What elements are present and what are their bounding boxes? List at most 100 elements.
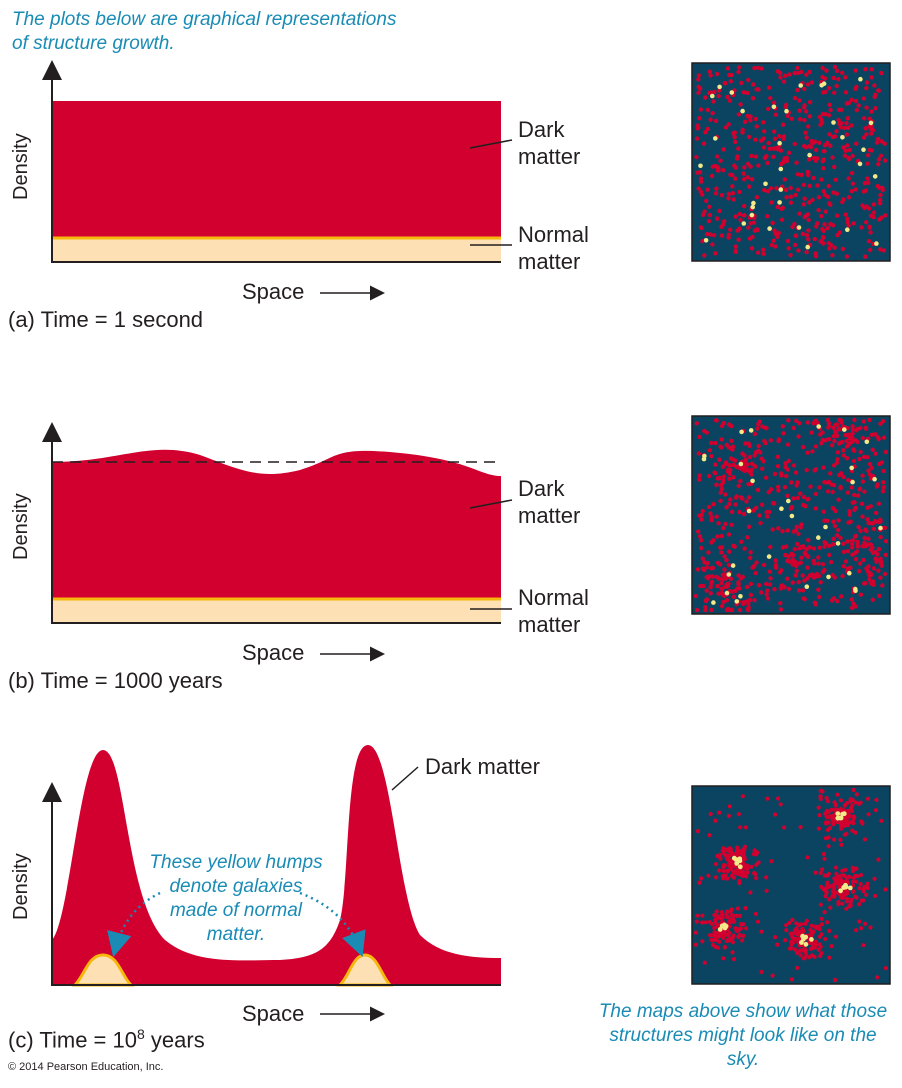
dark-matter-dot [754, 852, 759, 857]
dark-matter-dot [820, 227, 825, 232]
dark-matter-dot [876, 162, 881, 167]
dark-matter-dot [730, 589, 735, 594]
dark-matter-dot [693, 593, 699, 599]
dark-matter-dot [854, 866, 859, 871]
dark-matter-dot [694, 607, 700, 613]
dark-matter-dot [771, 238, 776, 243]
dark-matter-dot [851, 879, 856, 885]
dark-matter-dot [864, 220, 869, 225]
dark-matter-dot [716, 591, 721, 596]
dark-matter-dot [820, 74, 825, 80]
dark-matter-dot [785, 576, 790, 581]
dark-matter-dot [791, 463, 797, 468]
dark-matter-dot [768, 438, 774, 443]
dark-matter-dot [725, 869, 730, 874]
dark-matter-dot [878, 535, 883, 540]
dark-matter-dot [701, 141, 707, 146]
dark-matter-dot [858, 592, 864, 597]
galaxy-dot [749, 212, 755, 218]
dark-matter-dot [741, 601, 746, 607]
dark-matter-dot [838, 535, 843, 541]
dark-matter-dot [818, 944, 823, 949]
dark-matter-dot [697, 473, 702, 478]
dark-matter-dot [713, 917, 718, 922]
y-axis-label: Density [10, 853, 32, 920]
dark-matter-dot [747, 454, 753, 460]
dark-matter-dot [840, 70, 845, 76]
dark-matter-dot [823, 894, 828, 899]
dark-matter-dot [765, 160, 770, 166]
dark-matter-dot [744, 865, 749, 870]
dark-matter-dot [850, 828, 855, 833]
dark-matter-dot [780, 424, 785, 429]
dark-matter-dot [776, 488, 781, 493]
dark-matter-dot [755, 487, 761, 493]
galaxy-dot [767, 226, 772, 231]
dark-matter-dot [698, 583, 703, 589]
dark-matter-dot [858, 881, 863, 887]
dark-matter-dot [731, 957, 737, 962]
dark-matter-band [52, 101, 501, 237]
dark-matter-dot [821, 90, 826, 95]
dark-matter-dot [842, 125, 847, 131]
dark-matter-dot [756, 448, 761, 454]
dark-matter-dot [721, 474, 727, 479]
dark-matter-dot [737, 933, 742, 938]
dark-matter-dot [873, 106, 878, 111]
dark-matter-dot [699, 179, 704, 184]
dark-matter-dot [787, 559, 792, 564]
dark-matter-dot [741, 171, 746, 176]
dark-matter-dot [792, 242, 798, 248]
dark-matter-dot [767, 146, 772, 151]
dark-matter-dot [859, 225, 864, 230]
dark-matter-dot [783, 187, 789, 193]
intro-note: The plots below are graphical representa… [12, 9, 397, 54]
dark-matter-dot [801, 494, 807, 500]
dark-matter-dot [880, 583, 885, 588]
dark-matter-dot [731, 197, 736, 202]
dark-matter-dot [841, 145, 846, 150]
dark-matter-dot [709, 454, 714, 459]
dark-matter-dot [835, 457, 840, 462]
dark-matter-dot [728, 497, 733, 502]
dark-matter-dot [715, 534, 720, 539]
panel-caption: (c) Time = 108 years [8, 1026, 205, 1053]
dark-matter-dot [752, 848, 757, 853]
dark-matter-dot [789, 116, 794, 122]
dark-matter-dot [858, 872, 864, 878]
dark-matter-dot [838, 798, 844, 803]
dark-matter-dot [803, 130, 808, 135]
dark-matter-dot [733, 214, 738, 219]
dark-matter-dot [721, 168, 726, 173]
dark-matter-dot [844, 456, 850, 461]
dark-matter-dot [866, 812, 871, 817]
dark-matter-dot [725, 876, 730, 881]
dark-matter-dot [694, 919, 699, 924]
dark-matter-dot [850, 153, 855, 159]
dark-matter-dot [783, 461, 788, 466]
dark-matter-dot [713, 471, 718, 476]
dark-matter-dot [733, 244, 738, 249]
dark-matter-dot [810, 140, 815, 146]
dark-matter-dot [790, 562, 795, 567]
dark-matter-dot [850, 865, 855, 870]
dark-matter-dot [830, 253, 835, 258]
dark-matter-dot [696, 451, 701, 456]
dark-matter-dot [801, 202, 806, 207]
dark-matter-dot [754, 560, 759, 565]
dark-matter-dot [834, 213, 840, 218]
dark-matter-dot [783, 552, 788, 558]
dark-matter-dot [756, 583, 762, 588]
dark-matter-dot [828, 905, 833, 910]
galaxy-dot [858, 76, 863, 82]
dark-matter-dot [857, 919, 862, 924]
dark-matter-dot [784, 544, 789, 549]
dark-matter-dot [755, 65, 761, 71]
dark-matter-dot [711, 233, 717, 238]
galaxy-dot [737, 864, 743, 870]
dark-matter-dot [804, 553, 810, 558]
dark-matter-dot [700, 920, 705, 925]
dark-matter-dot [858, 800, 863, 805]
dark-matter-dot [738, 872, 743, 877]
dark-matter-dot [825, 226, 830, 231]
